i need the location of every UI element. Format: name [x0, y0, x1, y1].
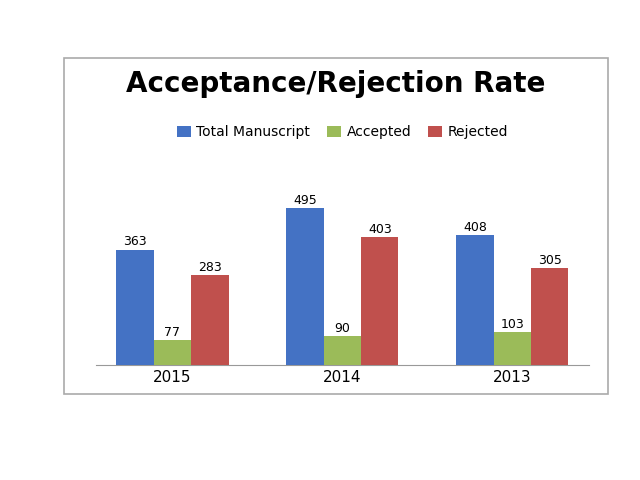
- Text: 283: 283: [198, 261, 221, 274]
- Bar: [116, 250, 154, 365]
- Bar: [493, 332, 531, 365]
- Bar: [531, 268, 568, 365]
- Text: 90: 90: [335, 322, 350, 335]
- Bar: [324, 336, 361, 365]
- Text: 103: 103: [500, 318, 524, 331]
- Text: 305: 305: [538, 254, 562, 267]
- Bar: [456, 235, 493, 365]
- Text: Acceptance/Rejection Rate: Acceptance/Rejection Rate: [126, 70, 546, 98]
- Text: 77: 77: [164, 326, 180, 339]
- Bar: [154, 340, 191, 365]
- Text: 363: 363: [124, 235, 147, 249]
- Legend: Total Manuscript, Accepted, Rejected: Total Manuscript, Accepted, Rejected: [172, 120, 513, 144]
- Text: 408: 408: [463, 221, 487, 234]
- Text: 495: 495: [293, 193, 317, 206]
- Bar: [191, 275, 228, 365]
- Bar: [286, 208, 324, 365]
- Text: 403: 403: [368, 223, 392, 236]
- Bar: [361, 237, 399, 365]
